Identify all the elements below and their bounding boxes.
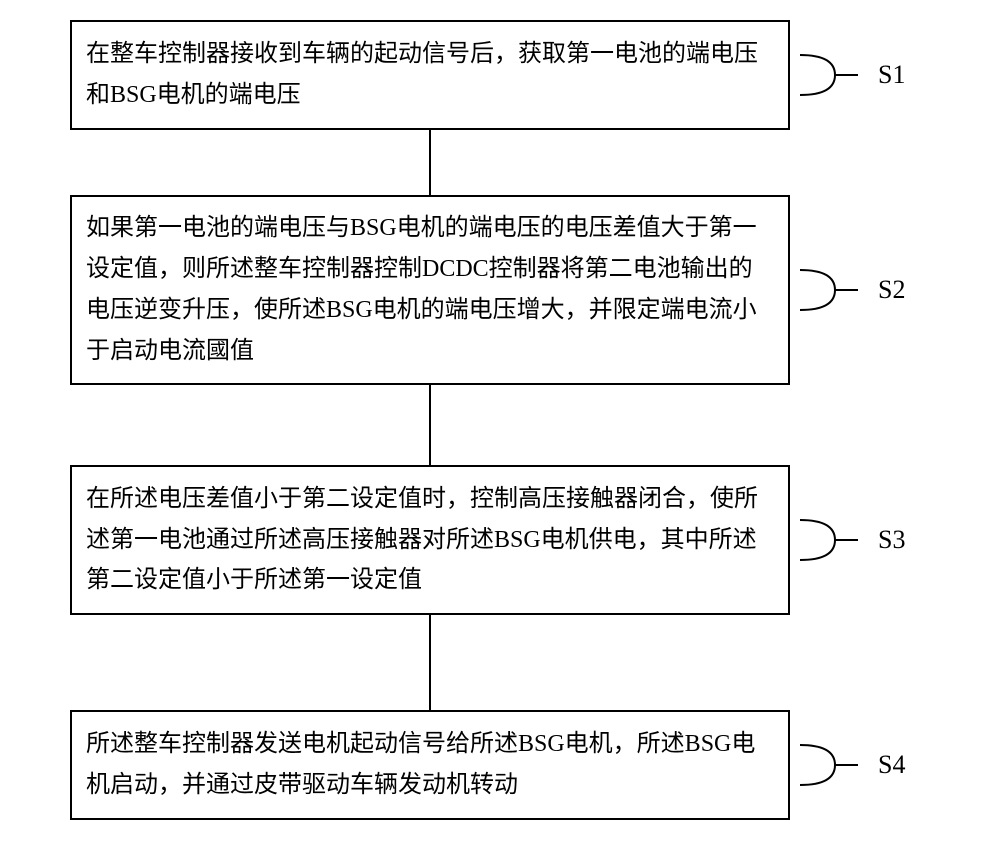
step-label-s1: S1	[878, 60, 905, 90]
step-text-s4: 所述整车控制器发送电机起动信号给所述BSG电机，所述BSG电机启动，并通过皮带驱…	[72, 724, 788, 806]
curve-s3	[800, 515, 860, 565]
step-label-s3: S3	[878, 525, 905, 555]
step-box-s1: 在整车控制器接收到车辆的起动信号后，获取第一电池的端电压和BSG电机的端电压	[70, 20, 790, 130]
curve-s4	[800, 740, 860, 790]
step-text-s3: 在所述电压差值小于第二设定值时，控制高压接触器闭合，使所述第一电池通过所述高压接…	[72, 479, 788, 601]
step-text-s1: 在整车控制器接收到车辆的起动信号后，获取第一电池的端电压和BSG电机的端电压	[72, 34, 788, 116]
step-box-s3: 在所述电压差值小于第二设定值时，控制高压接触器闭合，使所述第一电池通过所述高压接…	[70, 465, 790, 615]
step-text-s2: 如果第一电池的端电压与BSG电机的端电压的电压差值大于第一设定值，则所述整车控制…	[72, 208, 788, 371]
curve-s1	[800, 50, 860, 100]
curve-s2	[800, 265, 860, 315]
step-box-s4: 所述整车控制器发送电机起动信号给所述BSG电机，所述BSG电机启动，并通过皮带驱…	[70, 710, 790, 820]
connector-s3-s4	[429, 615, 431, 710]
step-box-s2: 如果第一电池的端电压与BSG电机的端电压的电压差值大于第一设定值，则所述整车控制…	[70, 195, 790, 385]
step-label-s4: S4	[878, 750, 905, 780]
step-label-s2: S2	[878, 275, 905, 305]
connector-s2-s3	[429, 385, 431, 465]
connector-s1-s2	[429, 130, 431, 195]
flowchart-canvas: 在整车控制器接收到车辆的起动信号后，获取第一电池的端电压和BSG电机的端电压 如…	[0, 0, 1000, 850]
